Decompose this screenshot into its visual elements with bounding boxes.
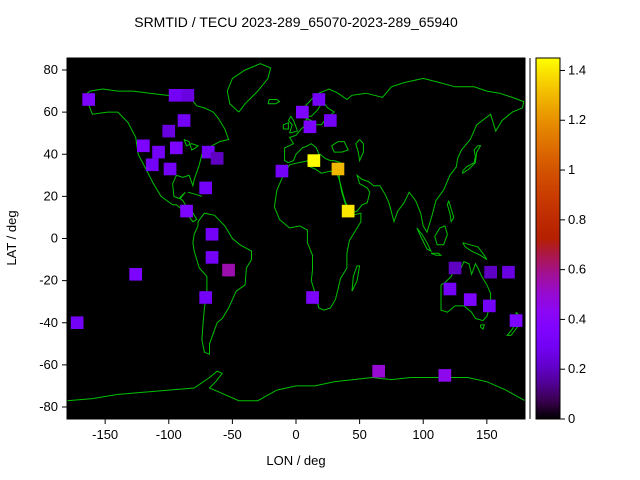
heatmap-cell bbox=[205, 251, 219, 264]
colorbar-tick-label: 1 bbox=[568, 162, 575, 177]
coastline bbox=[192, 212, 252, 356]
coastline bbox=[355, 139, 364, 163]
heatmap-cell bbox=[307, 154, 321, 167]
x-tick-label: 0 bbox=[292, 427, 299, 442]
colorbar-ticks: 0 0.2 0.4 0.6 0.8 1 1.2 1.4 bbox=[560, 62, 586, 426]
y-tick-label: -80 bbox=[39, 399, 58, 414]
x-tick-label: 150 bbox=[476, 427, 498, 442]
heatmap-cell bbox=[341, 204, 355, 218]
colorbar-tick-label: 1.2 bbox=[568, 112, 586, 127]
heatmap-cell bbox=[438, 369, 452, 382]
colorbar-tick-label: 1.4 bbox=[568, 62, 586, 77]
x-tick-label: -150 bbox=[92, 427, 118, 442]
x-tick-label: -50 bbox=[223, 427, 242, 442]
heatmap-cell bbox=[483, 299, 496, 313]
coastline bbox=[282, 121, 289, 130]
heatmap-cell bbox=[163, 162, 177, 176]
x-axis-ticks: -150 -100 -50 0 50 100 150 bbox=[92, 419, 498, 442]
y-tick-label: -60 bbox=[39, 357, 58, 372]
y-axis-ticks: -80 -60 -40 -20 0 20 40 60 80 bbox=[39, 62, 67, 414]
y-axis-label: LAT / deg bbox=[4, 210, 19, 265]
x-tick-label: 100 bbox=[412, 427, 434, 442]
y-tick-label: 80 bbox=[44, 62, 58, 77]
coastline bbox=[351, 265, 361, 292]
coastline bbox=[446, 200, 455, 224]
heatmap-cell bbox=[502, 265, 515, 279]
heatmap-cell bbox=[463, 293, 477, 306]
heatmap-cell bbox=[70, 316, 84, 329]
coastline bbox=[183, 139, 200, 151]
coastline bbox=[287, 115, 298, 134]
heatmap-cell bbox=[129, 268, 142, 281]
heatmap-cell bbox=[484, 265, 497, 279]
coastline bbox=[462, 145, 482, 175]
coastline bbox=[430, 252, 443, 256]
colorbar-tick-label: 0.2 bbox=[568, 361, 586, 376]
y-tick-label: 40 bbox=[44, 146, 58, 161]
heatmap-cell bbox=[162, 124, 176, 138]
coastline bbox=[480, 324, 485, 330]
heatmap-cell bbox=[137, 139, 150, 153]
heatmap-cell bbox=[312, 93, 326, 106]
heatmap-cell bbox=[152, 145, 165, 159]
coastline bbox=[267, 99, 281, 105]
y-tick-label: -40 bbox=[39, 315, 58, 330]
y-tick-label: 20 bbox=[44, 188, 58, 203]
x-axis-label: LON / deg bbox=[266, 453, 325, 468]
heatmap-cell bbox=[372, 364, 385, 378]
heatmap-cell bbox=[306, 291, 319, 304]
colorbar-tick-label: 0.4 bbox=[568, 311, 586, 326]
heatmap-cell bbox=[443, 282, 457, 296]
heatmap-cell bbox=[331, 162, 345, 176]
coastline bbox=[434, 225, 448, 246]
heatmap-cell bbox=[205, 228, 219, 241]
heatmap-cell bbox=[296, 105, 309, 119]
heatmap-cell bbox=[177, 114, 191, 127]
heatmap-cell bbox=[199, 181, 212, 195]
heatmap-cell bbox=[210, 152, 224, 165]
heatmap-cell bbox=[82, 93, 95, 106]
coastline bbox=[187, 191, 203, 197]
heatmap-cell bbox=[303, 120, 317, 134]
heatmap-cell bbox=[275, 164, 289, 178]
colorbar bbox=[535, 57, 561, 420]
cells-layer bbox=[70, 89, 523, 382]
colorbar-tick-label: 0.6 bbox=[568, 262, 586, 277]
x-tick-label: -100 bbox=[156, 427, 182, 442]
colorbar-tick-label: 0 bbox=[568, 411, 575, 426]
heatmap-cell bbox=[180, 204, 193, 218]
coastline bbox=[462, 242, 488, 261]
heatmap-cell bbox=[448, 261, 462, 275]
heatmap-cell bbox=[170, 141, 183, 155]
y-tick-label: 0 bbox=[51, 231, 58, 246]
colorbar-tick-label: 0.8 bbox=[568, 212, 586, 227]
coastline bbox=[331, 141, 349, 153]
coastline bbox=[416, 227, 432, 253]
y-tick-label: 60 bbox=[44, 104, 58, 119]
coastlines-layer bbox=[67, 63, 525, 402]
heatmap-cell bbox=[168, 89, 182, 102]
heatmap-cell bbox=[324, 114, 337, 127]
chart-title: SRMTID / TECU 2023-289_65070-2023-289_65… bbox=[134, 14, 458, 30]
heatmap-cell bbox=[222, 263, 235, 277]
heatmap-cell bbox=[199, 291, 212, 304]
y-tick-label: -20 bbox=[39, 273, 58, 288]
coastline bbox=[226, 63, 272, 113]
heatmap-cell bbox=[509, 314, 523, 327]
x-tick-label: 50 bbox=[352, 427, 366, 442]
heatmap-cell bbox=[181, 89, 195, 102]
heatmap-cell bbox=[145, 158, 159, 172]
